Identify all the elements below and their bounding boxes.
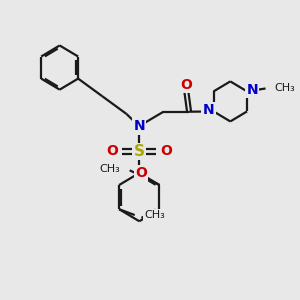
Text: N: N — [134, 119, 145, 134]
Text: O: O — [160, 145, 172, 158]
Text: O: O — [135, 166, 147, 180]
Text: CH₃: CH₃ — [274, 83, 295, 94]
Text: N: N — [202, 103, 214, 117]
Text: O: O — [180, 78, 192, 92]
Text: S: S — [134, 144, 145, 159]
Text: N: N — [246, 83, 258, 97]
Text: O: O — [106, 145, 119, 158]
Text: CH₃: CH₃ — [99, 164, 120, 174]
Text: CH₃: CH₃ — [145, 210, 165, 220]
